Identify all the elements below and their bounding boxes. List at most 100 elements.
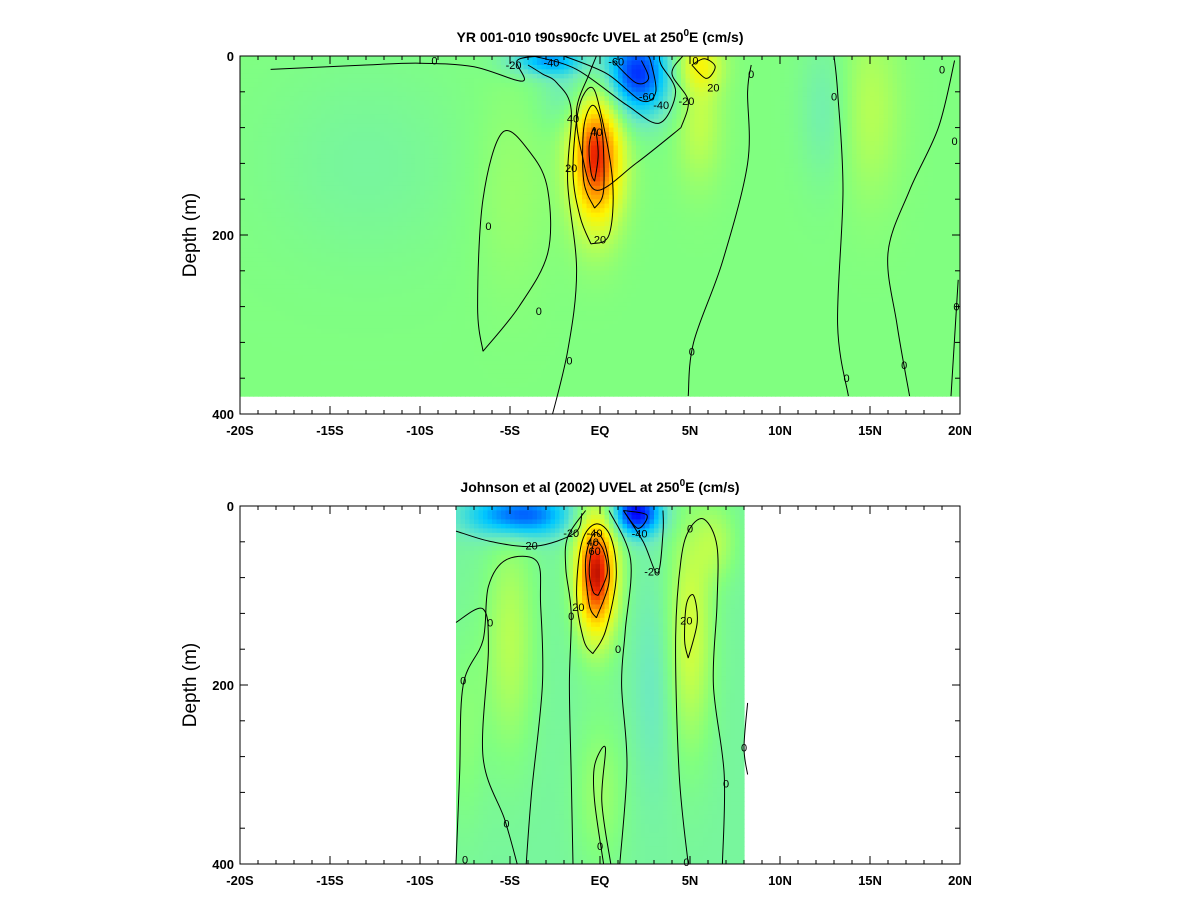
heatmap-cell [460, 221, 466, 227]
heatmap-cell [397, 96, 403, 102]
heatmap-cell [460, 212, 466, 218]
heatmap-cell [276, 132, 282, 138]
heatmap-cell [393, 252, 399, 258]
heatmap-cell [357, 118, 363, 124]
heatmap-cell [505, 387, 511, 393]
heatmap-cell [420, 293, 426, 299]
heatmap-cell [388, 69, 394, 75]
heatmap-cell [433, 311, 439, 317]
heatmap-cell [366, 82, 372, 88]
heatmap-cell [285, 221, 291, 227]
heatmap-cell [321, 378, 327, 384]
heatmap-cell [393, 387, 399, 393]
heatmap-cell [375, 136, 381, 142]
heatmap-cell [519, 230, 525, 236]
heatmap-cell [298, 369, 304, 375]
heatmap-cell [271, 127, 277, 133]
heatmap-cell [465, 212, 471, 218]
heatmap-cell [487, 181, 493, 187]
heatmap-cell [249, 230, 255, 236]
heatmap-cell [397, 252, 403, 258]
heatmap-cell [285, 311, 291, 317]
heatmap-cell [514, 243, 520, 250]
heatmap-cell [294, 217, 300, 223]
heatmap-cell [357, 306, 363, 312]
heatmap-cell [289, 355, 295, 361]
heatmap-cell [397, 364, 403, 370]
heatmap-cell [316, 181, 322, 187]
heatmap-cell [298, 194, 304, 200]
heatmap-cell [483, 96, 489, 102]
heatmap-cell [388, 342, 394, 348]
heatmap-cell [505, 226, 511, 232]
heatmap-cell [424, 239, 430, 245]
heatmap-cell [451, 145, 457, 151]
heatmap-cell [348, 257, 354, 263]
heatmap-cell [307, 212, 313, 218]
heatmap-cell [258, 118, 264, 124]
heatmap-cell [244, 302, 250, 308]
heatmap-cell [429, 333, 435, 339]
heatmap-cell [465, 252, 471, 258]
heatmap-cell [519, 382, 525, 388]
heatmap-cell [411, 172, 417, 178]
heatmap-cell [451, 270, 457, 276]
heatmap-cell [496, 284, 502, 290]
heatmap-cell [528, 199, 534, 205]
heatmap-cell [406, 243, 412, 250]
heatmap-cell [379, 176, 385, 182]
heatmap-cell [280, 288, 286, 294]
heatmap-cell [501, 136, 507, 142]
heatmap-cell [289, 64, 295, 71]
heatmap-cell [289, 288, 295, 294]
heatmap-cell [357, 96, 363, 102]
heatmap-cell [528, 212, 534, 218]
heatmap-cell [325, 302, 331, 308]
heatmap-cell [343, 315, 349, 321]
heatmap-cell [276, 378, 282, 384]
heatmap-cell [384, 56, 390, 62]
heatmap-cell [357, 257, 363, 263]
heatmap-cell [505, 167, 511, 173]
heatmap-cell [244, 221, 250, 227]
heatmap-cell [424, 87, 430, 93]
heatmap-cell [456, 306, 462, 312]
heatmap-cell [415, 212, 421, 218]
heatmap-cell [411, 284, 417, 290]
heatmap-cell [424, 64, 430, 71]
heatmap-cell [478, 328, 484, 335]
heatmap-cell [402, 369, 408, 375]
heatmap-cell [442, 324, 448, 330]
heatmap-cell [244, 145, 250, 151]
heatmap-cell [514, 351, 520, 357]
heatmap-cell [330, 82, 336, 88]
heatmap-cell [424, 355, 430, 361]
heatmap-cell [474, 306, 480, 312]
heatmap-cell [424, 293, 430, 299]
heatmap-cell [253, 105, 259, 111]
heatmap-cell [460, 172, 466, 178]
heatmap-cell [487, 311, 493, 317]
heatmap-cell [397, 114, 403, 120]
heatmap-cell [460, 257, 466, 263]
heatmap-cell [478, 378, 484, 384]
heatmap-cell [523, 163, 529, 169]
heatmap-cell [321, 293, 327, 299]
heatmap-cell [456, 145, 462, 151]
heatmap-cell [262, 114, 268, 120]
heatmap-cell [420, 275, 426, 281]
heatmap-cell [348, 230, 354, 236]
heatmap-cell [492, 235, 498, 241]
heatmap-cell [447, 56, 453, 62]
heatmap-cell [514, 163, 520, 169]
heatmap-cell [528, 266, 534, 272]
heatmap-cell [415, 127, 421, 133]
heatmap-cell [487, 364, 493, 370]
heatmap-cell [528, 176, 534, 182]
heatmap-cell [262, 118, 268, 124]
heatmap-cell [397, 132, 403, 138]
heatmap-cell [442, 154, 448, 160]
heatmap-cell [339, 118, 345, 124]
heatmap-cell [366, 279, 372, 285]
heatmap-cell [262, 172, 268, 178]
